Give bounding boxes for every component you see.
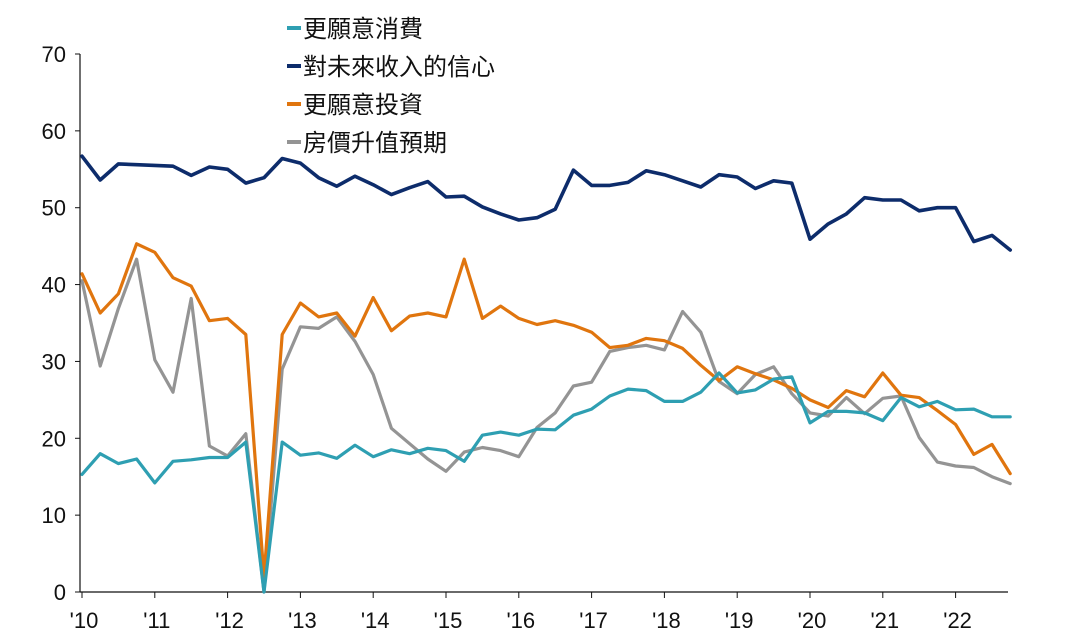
x-tick-label: '19	[725, 608, 754, 633]
y-tick-label: 10	[42, 503, 66, 528]
x-tick-label: '18	[652, 608, 681, 633]
x-tick-label: '22	[943, 608, 972, 633]
series-line	[80, 242, 1012, 579]
x-tick-label: '15	[434, 608, 463, 633]
y-tick-label: 60	[42, 119, 66, 144]
series-line	[80, 154, 1013, 252]
series-line	[80, 371, 1012, 594]
legend-label: 房價升值預期	[303, 129, 447, 157]
x-tick-label: '14	[361, 608, 390, 633]
y-tick-label: 50	[42, 196, 66, 221]
x-tick-label: '11	[143, 608, 170, 633]
y-tick-label: 20	[42, 426, 66, 451]
x-tick-label: '21	[870, 608, 899, 633]
y-tick-label: 30	[42, 349, 66, 374]
legend-label: 更願意投資	[303, 91, 423, 119]
x-tick-label: '20	[798, 608, 827, 633]
y-tick-label: 40	[42, 273, 66, 298]
x-tick-label: '10	[70, 608, 99, 633]
x-tick-label: '13	[288, 608, 317, 633]
x-tick-label: '17	[579, 608, 608, 633]
y-tick-label: 0	[54, 580, 66, 605]
legend-label: 更願意消費	[303, 15, 423, 43]
x-tick-label: '16	[506, 608, 535, 633]
x-tick-label: '12	[215, 608, 244, 633]
y-tick-label: 70	[42, 42, 66, 67]
legend-label: 對未來收入的信心	[303, 53, 495, 81]
series-line	[80, 257, 1012, 594]
